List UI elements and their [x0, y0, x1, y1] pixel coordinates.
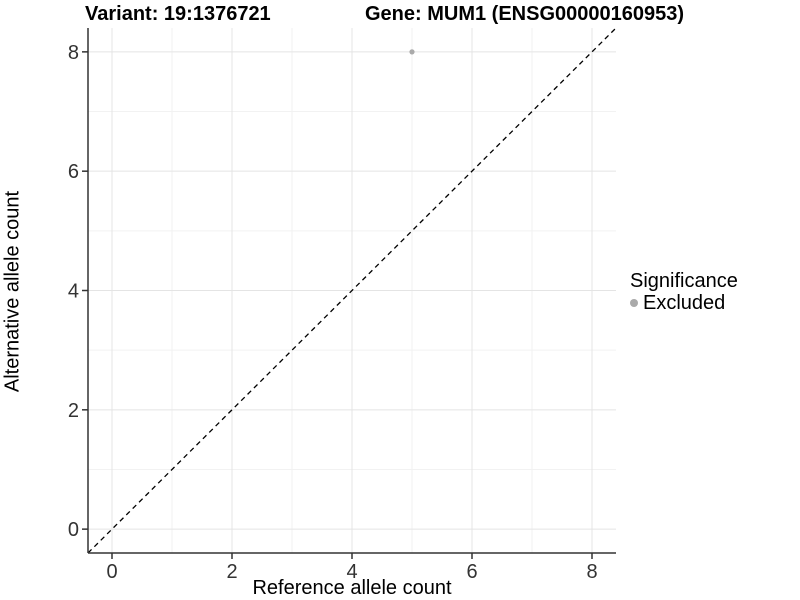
plot-title-variant: Variant: 19:1376721 [85, 3, 271, 25]
legend-item-excluded: Excluded [630, 292, 738, 314]
y-tick-label: 0 [68, 519, 79, 541]
x-axis-title: Reference allele count [252, 577, 452, 599]
x-tick-label: 0 [106, 561, 117, 583]
legend: Significance Excluded [630, 270, 738, 314]
data-point [409, 49, 415, 55]
x-tick-label: 8 [586, 561, 597, 583]
x-tick-label: 6 [466, 561, 477, 583]
y-tick-label: 8 [68, 42, 79, 64]
plot-title-gene: Gene: MUM1 (ENSG00000160953) [365, 3, 685, 25]
y-tick-label: 2 [68, 400, 79, 422]
y-axis-title: Alternative allele count [1, 190, 24, 393]
legend-point-icon [630, 299, 638, 307]
legend-title: Significance [630, 270, 738, 292]
x-tick-label: 4 [346, 561, 357, 583]
y-tick-label: 6 [68, 161, 79, 183]
y-tick-label: 4 [68, 281, 79, 303]
identity-reference-line [87, 27, 617, 554]
legend-item-label: Excluded [643, 292, 726, 314]
x-tick-label: 2 [226, 561, 237, 583]
